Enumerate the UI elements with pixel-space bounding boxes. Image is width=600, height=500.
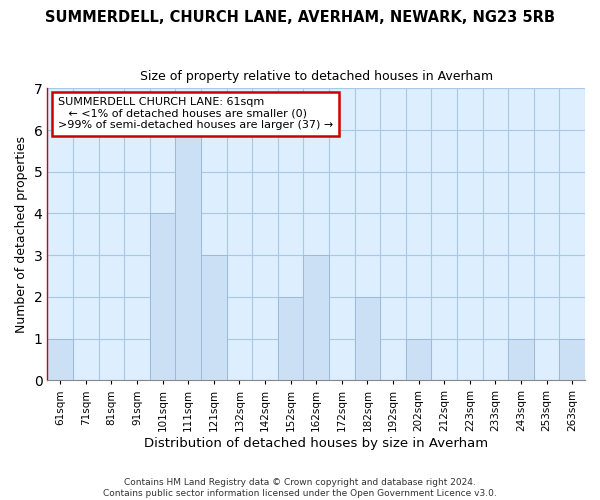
Text: SUMMERDELL CHURCH LANE: 61sqm
   ← <1% of detached houses are smaller (0)
>99% o: SUMMERDELL CHURCH LANE: 61sqm ← <1% of d… (58, 97, 333, 130)
Text: Contains HM Land Registry data © Crown copyright and database right 2024.
Contai: Contains HM Land Registry data © Crown c… (103, 478, 497, 498)
Bar (406, 338, 431, 380)
Bar (355, 297, 380, 380)
Bar (175, 130, 201, 380)
Bar (559, 338, 585, 380)
Bar (47, 338, 73, 380)
Title: Size of property relative to detached houses in Averham: Size of property relative to detached ho… (140, 70, 493, 83)
Bar (508, 338, 534, 380)
Y-axis label: Number of detached properties: Number of detached properties (15, 136, 28, 333)
Bar (278, 297, 304, 380)
Bar (201, 255, 227, 380)
X-axis label: Distribution of detached houses by size in Averham: Distribution of detached houses by size … (144, 437, 488, 450)
Bar (304, 255, 329, 380)
Bar (150, 214, 175, 380)
Text: SUMMERDELL, CHURCH LANE, AVERHAM, NEWARK, NG23 5RB: SUMMERDELL, CHURCH LANE, AVERHAM, NEWARK… (45, 10, 555, 25)
